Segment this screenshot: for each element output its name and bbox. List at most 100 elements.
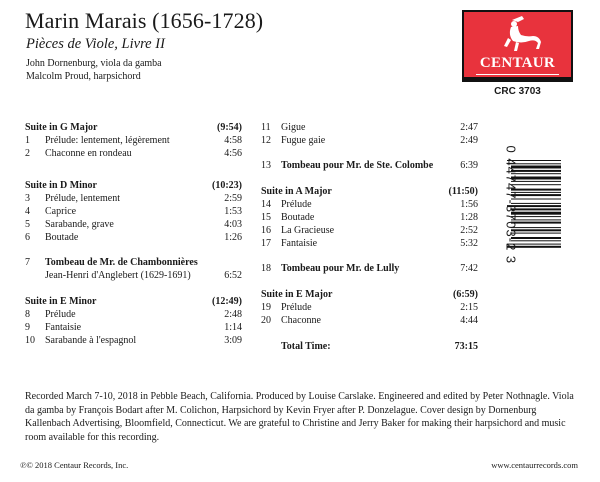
track-duration: 4:58 [224, 135, 242, 146]
track-number: 15 [261, 212, 271, 223]
barcode-bar [511, 169, 561, 172]
track-title: Prélude: lentement, légèrement [45, 135, 170, 146]
track-duration: 1:56 [460, 199, 478, 210]
track-title: La Gracieuse [281, 225, 335, 236]
track-title: Fantaisie [281, 238, 318, 249]
barcode-bar [507, 243, 561, 245]
track-number: 3 [25, 193, 30, 204]
track-duration: (9:54) [217, 122, 242, 133]
track-number: 13 [261, 160, 271, 171]
track-row: 6 Boutade 1:26 [25, 231, 242, 244]
track-number: 14 [261, 199, 271, 210]
barcode [507, 160, 561, 248]
track-row: 4 Caprice 1:53 [25, 205, 242, 218]
track-title: Sarabande à l'espagnol [45, 335, 137, 346]
track-number: 18 [261, 263, 271, 274]
track-row: 2 Chaconne en rondeau 4:56 [25, 147, 242, 160]
track-duration: 5:32 [460, 238, 478, 249]
track-duration: 4:44 [460, 315, 478, 326]
barcode-bar [511, 237, 561, 239]
track-row: 3 Prélude, lentement 2:59 [25, 192, 242, 205]
track-row: 5 Sarabande, grave 4:03 [25, 218, 242, 231]
suite-title: Suite in D Minor [25, 180, 97, 191]
track-duration: 1:26 [224, 232, 242, 243]
track-row: 18 Tombeau pour Mr. de Lully 7:42 [261, 262, 478, 275]
barcode-bar [507, 160, 561, 161]
track-number: 12 [261, 135, 271, 146]
suite-heading: Suite in G Major (9:54) [25, 121, 242, 134]
track-row: 19 Prélude 2:15 [261, 301, 478, 314]
track-number: 8 [25, 309, 30, 320]
track-row: 11 Gigue 2:47 [261, 121, 478, 134]
barcode-number: 0 44747-3703-2 3 [503, 145, 519, 265]
track-duration: (12:49) [212, 296, 242, 307]
track-title: Sarabande, grave [45, 219, 114, 230]
suite-title: Suite in A Major [261, 186, 332, 197]
track-row: Jean-Henri d'Anglebert (1629-1691) 6:52 [25, 269, 242, 282]
catalog-number: CRC 3703 [494, 86, 541, 97]
track-duration: 1:53 [224, 206, 242, 217]
album-subtitle: Pièces de Viole, Livre II [26, 36, 165, 52]
barcode-bar [511, 184, 561, 186]
logo-brand: CENTAUR [479, 55, 556, 71]
barcode-bar [511, 180, 561, 182]
composer-title: Marin Marais (1656-1728) [25, 8, 264, 33]
track-number: 5 [25, 219, 30, 230]
track-duration: 3:09 [224, 335, 242, 346]
track-duration: 2:52 [460, 225, 478, 236]
suite-heading: Suite in E Minor (12:49) [25, 295, 242, 308]
track-number: 9 [25, 322, 30, 333]
track-row: 13 Tombeau pour Mr. de Ste. Colombe 6:39 [261, 159, 478, 172]
track-title: Chaconne en rondeau [45, 148, 132, 159]
track-title: Boutade [281, 212, 315, 223]
track-title: Tombeau pour Mr. de Ste. Colombe [281, 160, 434, 171]
track-row: 15 Boutade 1:28 [261, 211, 478, 224]
track-row: 12 Fugue gaie 2:49 [261, 134, 478, 147]
track-title: Caprice [45, 206, 77, 217]
suite-title: Suite in E Minor [25, 296, 97, 307]
track-number: 11 [261, 122, 271, 133]
track-title: Boutade [45, 232, 79, 243]
track-duration: 2:49 [460, 135, 478, 146]
track-number: 16 [261, 225, 271, 236]
liner-notes: Recorded March 7-10, 2018 in Pebble Beac… [25, 391, 574, 443]
track-duration: 4:03 [224, 219, 242, 230]
barcode-bar [511, 173, 561, 175]
suite-heading: Suite in A Major (11:50) [261, 185, 478, 198]
track-duration: 1:28 [460, 212, 478, 223]
track-title: Prélude [45, 309, 76, 320]
track-title: Fugue gaie [281, 135, 326, 146]
track-title: Prélude [281, 199, 312, 210]
track-number: 7 [25, 257, 30, 268]
track-duration: (6:59) [453, 289, 478, 300]
track-title: Tombeau pour Mr. de Lully [281, 263, 400, 274]
website-link[interactable]: www.centaurrecords.com [491, 460, 578, 470]
barcode-bar [507, 163, 561, 165]
track-duration: (11:50) [448, 186, 478, 197]
track-duration: 6:52 [224, 270, 242, 281]
track-title: Prélude [281, 302, 312, 313]
track-row: 10 Sarabande à l'espagnol 3:09 [25, 334, 242, 347]
suite-title: Suite in G Major [25, 122, 98, 133]
barcode-bar [511, 176, 561, 180]
centaur-logo: CENTAUR [462, 10, 573, 82]
performer-2: Malcolm Proud, harpsichord [26, 71, 141, 82]
track-number: 19 [261, 302, 271, 313]
track-duration: 2:48 [224, 309, 242, 320]
barcode-bar [511, 202, 561, 204]
track-row: 14 Prélude 1:56 [261, 198, 478, 211]
track-number: 2 [25, 148, 30, 159]
track-duration: 6:39 [460, 160, 478, 171]
track-number: 4 [25, 206, 30, 217]
barcode-bar [511, 211, 561, 215]
performer-1: John Dornenburg, viola da gamba [26, 58, 162, 69]
track-row: 9 Fantaisie 1:14 [25, 321, 242, 334]
track-duration: 2:59 [224, 193, 242, 204]
barcode-bar [511, 216, 561, 218]
barcode-bar [511, 219, 561, 221]
barcode-bar [511, 227, 561, 229]
track-number: 1 [25, 135, 30, 146]
track-title: Total Time: [281, 341, 331, 352]
barcode-bar [511, 165, 561, 169]
barcode-bar [511, 232, 561, 234]
